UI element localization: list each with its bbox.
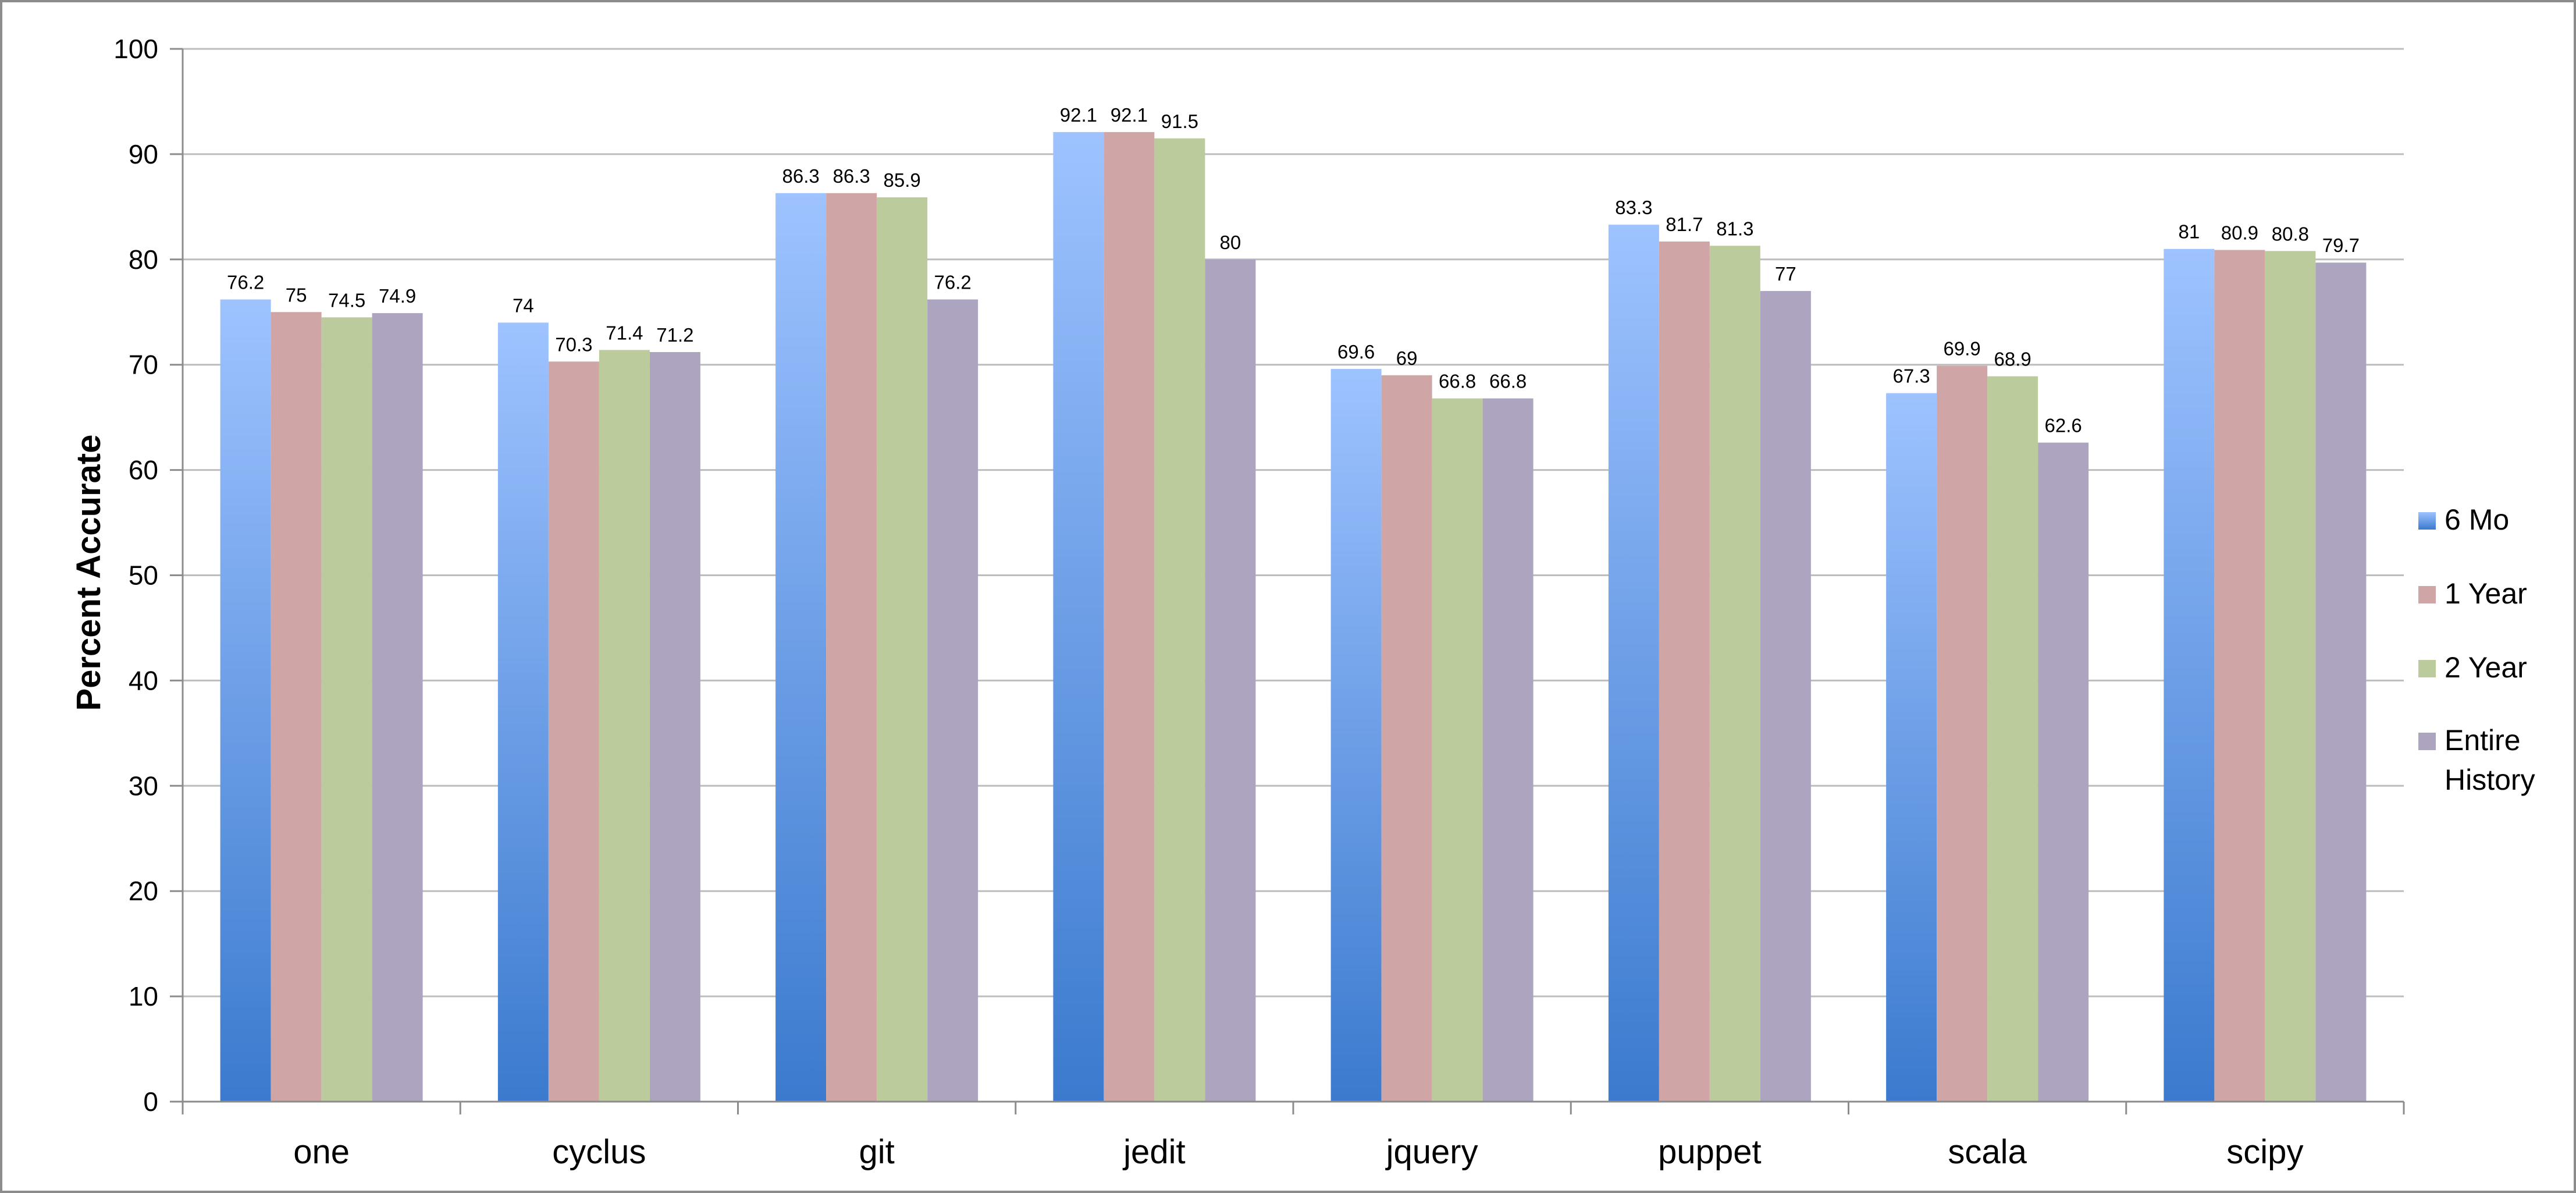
bar-6-mo xyxy=(775,193,827,1102)
bar-6-mo xyxy=(1330,368,1382,1102)
bar-1-year xyxy=(271,312,322,1102)
data-label: 69.9 xyxy=(1944,338,1981,360)
data-label: 74.9 xyxy=(379,285,416,307)
data-label: 71.4 xyxy=(606,322,643,343)
bar-6-mo xyxy=(1886,393,1937,1102)
bar-2-year xyxy=(1709,246,1760,1102)
y-tick-label: 90 xyxy=(129,139,158,169)
data-label: 80.8 xyxy=(2272,223,2309,244)
bar-2-year xyxy=(1154,138,1205,1102)
y-tick-label: 80 xyxy=(129,244,158,275)
data-label: 74.5 xyxy=(328,289,365,311)
bar-2-year xyxy=(877,197,928,1102)
data-label: 85.9 xyxy=(884,169,921,191)
y-tick-label: 0 xyxy=(143,1087,158,1117)
y-tick-label: 20 xyxy=(129,876,158,906)
bar-2-year xyxy=(1987,376,2038,1102)
data-label: 92.1 xyxy=(1060,104,1097,126)
y-tick-label: 70 xyxy=(129,350,158,380)
data-label: 83.3 xyxy=(1615,197,1652,218)
y-tick-label: 10 xyxy=(129,981,158,1011)
bar-6-mo xyxy=(220,299,271,1102)
bar-2-year xyxy=(599,350,650,1102)
bar-6-mo xyxy=(1608,225,1659,1102)
data-label: 81.7 xyxy=(1666,214,1703,235)
axes: 0 10 20 30 40 50 60 70 80 90 100 one cyclus git jedit j… xyxy=(113,34,2405,1171)
data-label: 75 xyxy=(286,284,307,306)
bar-entire-history xyxy=(927,299,979,1102)
y-tick-label: 40 xyxy=(129,665,158,695)
y-tick-label: 60 xyxy=(129,455,158,485)
legend-label: History xyxy=(2445,764,2535,796)
data-label: 71.2 xyxy=(656,324,693,346)
x-category-label: cyclus xyxy=(552,1133,646,1171)
legend-label: 6 Mo xyxy=(2445,503,2509,536)
x-category-label: scipy xyxy=(2226,1133,2303,1171)
bar-1-year xyxy=(1937,365,1988,1102)
bar-1-year xyxy=(1104,132,1155,1102)
data-label: 74 xyxy=(513,294,534,316)
bar-6-mo xyxy=(1053,132,1104,1102)
legend-swatch xyxy=(2418,660,2436,677)
data-label: 76.2 xyxy=(934,272,972,293)
legend-swatch xyxy=(2418,733,2436,750)
data-label: 86.3 xyxy=(782,165,820,187)
bar-entire-history xyxy=(372,313,423,1102)
x-category-label: git xyxy=(859,1133,894,1171)
data-label: 77 xyxy=(1775,263,1796,285)
data-label: 69.6 xyxy=(1337,341,1375,363)
y-tick-label: 100 xyxy=(113,34,158,64)
data-label: 76.2 xyxy=(227,272,264,293)
data-label: 92.1 xyxy=(1111,104,1148,126)
data-label: 66.8 xyxy=(1439,371,1476,392)
bar-1-year xyxy=(1381,375,1432,1102)
x-category-label: scala xyxy=(1948,1133,2027,1171)
data-label: 81 xyxy=(2179,221,2200,243)
data-label: 62.6 xyxy=(2045,415,2082,436)
data-label: 70.3 xyxy=(555,333,592,355)
data-labels: 76.2 74 86.3 92.1 69.6 83.3 67.3 81 75 70.3 86.3 92… xyxy=(227,104,2360,436)
x-category-label: jquery xyxy=(1385,1133,1478,1171)
data-label: 66.8 xyxy=(1489,371,1527,392)
bar-1-year xyxy=(548,361,599,1102)
bars xyxy=(220,132,2367,1102)
bar-entire-history xyxy=(1205,259,1256,1102)
x-category-label: puppet xyxy=(1658,1133,1761,1171)
data-label: 91.5 xyxy=(1161,111,1198,132)
legend: 6 Mo 1 Year 2 Year Entire History xyxy=(2418,503,2535,796)
legend-swatch xyxy=(2418,512,2436,530)
y-axis-title: Percent Accurate xyxy=(70,435,108,711)
bar-2-year xyxy=(2265,251,2316,1102)
data-label: 67.3 xyxy=(1893,365,1930,387)
legend-label: 2 Year xyxy=(2445,651,2527,684)
bar-6-mo xyxy=(2164,248,2215,1102)
bar-1-year xyxy=(2214,250,2265,1102)
bar-entire-history xyxy=(649,351,700,1102)
bar-entire-history xyxy=(2315,262,2367,1102)
bar-2-year xyxy=(1432,398,1483,1102)
data-label: 69 xyxy=(1396,347,1418,369)
bar-1-year xyxy=(826,193,877,1102)
bar-2-year xyxy=(321,317,372,1102)
legend-label: Entire xyxy=(2445,724,2521,757)
bar-6-mo xyxy=(497,322,549,1102)
bar-entire-history xyxy=(1482,398,1533,1102)
legend-label: 1 Year xyxy=(2445,577,2527,610)
data-label: 80 xyxy=(1220,232,1241,253)
y-tick-label: 50 xyxy=(129,560,158,591)
bar-entire-history xyxy=(1760,291,1811,1102)
bar-1-year xyxy=(1659,242,1710,1102)
data-label: 68.9 xyxy=(1994,349,2031,370)
y-tick-label: 30 xyxy=(129,771,158,801)
legend-swatch xyxy=(2418,586,2436,603)
data-label: 80.9 xyxy=(2221,222,2258,244)
x-category-label: jedit xyxy=(1122,1133,1185,1171)
bar-entire-history xyxy=(2038,442,2089,1102)
data-label: 79.7 xyxy=(2322,235,2360,256)
data-label: 81.3 xyxy=(1716,218,1753,239)
data-label: 86.3 xyxy=(833,165,870,187)
x-category-label: one xyxy=(293,1133,350,1171)
